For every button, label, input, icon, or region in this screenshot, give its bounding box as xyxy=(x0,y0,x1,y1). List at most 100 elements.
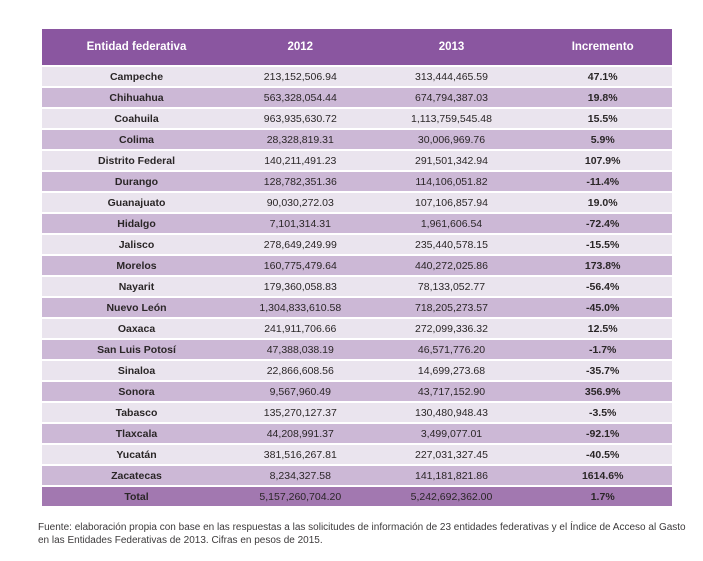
cell-entity: Morelos xyxy=(42,256,231,275)
cell-incremento-value: -72.4% xyxy=(533,214,672,233)
cell-2013-value: 114,106,051.82 xyxy=(369,172,534,191)
table-row: Tabasco 135,270,127.37 130,480,948.43 -3.5% xyxy=(42,403,672,422)
total-2012-value: 5,157,260,704.20 xyxy=(231,487,370,506)
cell-incremento-value: -56.4% xyxy=(533,277,672,296)
total-2013-value: 5,242,692,362.00 xyxy=(369,487,534,506)
cell-entity: Hidalgo xyxy=(42,214,231,233)
cell-2013-value: 130,480,948.43 xyxy=(369,403,534,422)
cell-2012-value: 140,211,491.23 xyxy=(231,151,370,170)
col-header-incremento: Incremento xyxy=(533,29,672,65)
cell-2013-value: 291,501,342.94 xyxy=(369,151,534,170)
cell-2012-value: 563,328,054.44 xyxy=(231,88,370,107)
table-row: Campeche 213,152,506.94 313,444,465.59 47.1… xyxy=(42,67,672,86)
table-row: Chihuahua 563,328,054.44 674,794,387.03 19.… xyxy=(42,88,672,107)
cell-incremento-value: 19.8% xyxy=(533,88,672,107)
cell-entity: Guanajuato xyxy=(42,193,231,212)
cell-2013-value: 227,031,327.45 xyxy=(369,445,534,464)
cell-entity: Sonora xyxy=(42,382,231,401)
cell-2013-value: 235,440,578.15 xyxy=(369,235,534,254)
cell-2012-value: 241,911,706.66 xyxy=(231,319,370,338)
total-incremento-value: 1.7% xyxy=(533,487,672,506)
cell-entity: Tabasco xyxy=(42,403,231,422)
cell-2012-value: 7,101,314.31 xyxy=(231,214,370,233)
cell-2012-value: 179,360,058.83 xyxy=(231,277,370,296)
cell-2012-value: 135,270,127.37 xyxy=(231,403,370,422)
cell-incremento-value: -1.7% xyxy=(533,340,672,359)
cell-incremento-value: 47.1% xyxy=(533,67,672,86)
table-row: Yucatán 381,516,267.81 227,031,327.45 -40.5… xyxy=(42,445,672,464)
table-row: Tlaxcala 44,208,991.37 3,499,077.01 -92.1% xyxy=(42,424,672,443)
cell-2013-value: 718,205,273.57 xyxy=(369,298,534,317)
cell-entity: Coahuila xyxy=(42,109,231,128)
cell-entity: Chihuahua xyxy=(42,88,231,107)
cell-2012-value: 22,866,608.56 xyxy=(231,361,370,380)
col-header-2012: 2012 xyxy=(231,29,370,65)
table-row: San Luis Potosí 47,388,038.19 46,571,776.2… xyxy=(42,340,672,359)
cell-incremento-value: 173.8% xyxy=(533,256,672,275)
cell-incremento-value: -35.7% xyxy=(533,361,672,380)
cell-2013-value: 43,717,152.90 xyxy=(369,382,534,401)
cell-incremento-value: 356.9% xyxy=(533,382,672,401)
cell-incremento-value: 107.9% xyxy=(533,151,672,170)
cell-2012-value: 213,152,506.94 xyxy=(231,67,370,86)
table-header-row: Entidad federativa 2012 2013 Incremento xyxy=(42,29,672,65)
table-row: Nayarit 179,360,058.83 78,133,052.77 -56.4% xyxy=(42,277,672,296)
cell-entity: Campeche xyxy=(42,67,231,86)
cell-incremento-value: 19.0% xyxy=(533,193,672,212)
cell-2012-value: 44,208,991.37 xyxy=(231,424,370,443)
table-row: Sonora 9,567,960.49 43,717,152.90 356.9% xyxy=(42,382,672,401)
cell-entity: Zacatecas xyxy=(42,466,231,485)
source-note: Fuente: elaboración propia con base en l… xyxy=(38,522,686,547)
table-row: Durango 128,782,351.36 114,106,051.82 -11.4… xyxy=(42,172,672,191)
cell-entity: Colima xyxy=(42,130,231,149)
cell-2013-value: 3,499,077.01 xyxy=(369,424,534,443)
table-row: Jalisco 278,649,249.99 235,440,578.15 -15.5… xyxy=(42,235,672,254)
cell-2013-value: 272,099,336.32 xyxy=(369,319,534,338)
budget-table: Entidad federativa 2012 2013 Incremento … xyxy=(42,27,672,508)
cell-entity: Sinaloa xyxy=(42,361,231,380)
table-row: Guanajuato 90,030,272.03 107,106,857.94 19.… xyxy=(42,193,672,212)
cell-2013-value: 1,113,759,545.48 xyxy=(369,109,534,128)
cell-2012-value: 28,328,819.31 xyxy=(231,130,370,149)
cell-2013-value: 674,794,387.03 xyxy=(369,88,534,107)
cell-entity: Tlaxcala xyxy=(42,424,231,443)
cell-entity: Nayarit xyxy=(42,277,231,296)
cell-entity: Yucatán xyxy=(42,445,231,464)
table-row: Colima 28,328,819.31 30,006,969.76 5.9% xyxy=(42,130,672,149)
table-row: Hidalgo 7,101,314.31 1,961,606.54 -72.4% xyxy=(42,214,672,233)
cell-incremento-value: -15.5% xyxy=(533,235,672,254)
table-row: Sinaloa 22,866,608.56 14,699,273.68 -35.7% xyxy=(42,361,672,380)
cell-entity: Oaxaca xyxy=(42,319,231,338)
cell-2012-value: 9,567,960.49 xyxy=(231,382,370,401)
cell-incremento-value: 5.9% xyxy=(533,130,672,149)
cell-2012-value: 1,304,833,610.58 xyxy=(231,298,370,317)
table-total-row: Total 5,157,260,704.20 5,242,692,362.00 … xyxy=(42,487,672,506)
table-body: Campeche 213,152,506.94 313,444,465.59 47.1… xyxy=(42,67,672,485)
table-row: Coahuila 963,935,630.72 1,113,759,545.48 15… xyxy=(42,109,672,128)
table-row: Nuevo León 1,304,833,610.58 718,205,273.57… xyxy=(42,298,672,317)
cell-2013-value: 78,133,052.77 xyxy=(369,277,534,296)
cell-2013-value: 30,006,969.76 xyxy=(369,130,534,149)
total-label: Total xyxy=(42,487,231,506)
table-row: Zacatecas 8,234,327.58 141,181,821.86 1614.… xyxy=(42,466,672,485)
cell-2013-value: 14,699,273.68 xyxy=(369,361,534,380)
cell-incremento-value: -92.1% xyxy=(533,424,672,443)
cell-incremento-value: -11.4% xyxy=(533,172,672,191)
cell-incremento-value: -45.0% xyxy=(533,298,672,317)
col-header-entidad-federativa: Entidad federativa xyxy=(42,29,231,65)
cell-2012-value: 963,935,630.72 xyxy=(231,109,370,128)
cell-2013-value: 1,961,606.54 xyxy=(369,214,534,233)
cell-2013-value: 313,444,465.59 xyxy=(369,67,534,86)
cell-2013-value: 141,181,821.86 xyxy=(369,466,534,485)
cell-2012-value: 160,775,479.64 xyxy=(231,256,370,275)
cell-2013-value: 107,106,857.94 xyxy=(369,193,534,212)
table-row: Oaxaca 241,911,706.66 272,099,336.32 12.5% xyxy=(42,319,672,338)
cell-2013-value: 440,272,025.86 xyxy=(369,256,534,275)
cell-2012-value: 278,649,249.99 xyxy=(231,235,370,254)
cell-entity: Durango xyxy=(42,172,231,191)
table-row: Distrito Federal 140,211,491.23 291,501,34… xyxy=(42,151,672,170)
cell-incremento-value: 12.5% xyxy=(533,319,672,338)
cell-entity: San Luis Potosí xyxy=(42,340,231,359)
cell-2013-value: 46,571,776.20 xyxy=(369,340,534,359)
